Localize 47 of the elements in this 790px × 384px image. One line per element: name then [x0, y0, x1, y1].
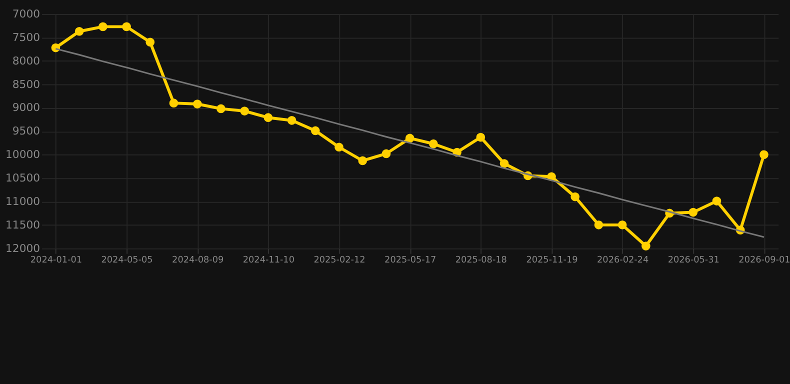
point [429, 139, 438, 148]
y-tick-label: 8500 [12, 78, 40, 91]
point [74, 26, 84, 36]
point [642, 242, 650, 250]
point [688, 208, 698, 217]
x-tick-label: 2026-09-01 [738, 256, 790, 266]
point [500, 159, 509, 168]
point [192, 100, 202, 108]
point [264, 113, 273, 122]
x-tick-label: 2025-08-18 [455, 256, 508, 266]
y-tick-label: 11500 [5, 218, 40, 232]
point [405, 134, 414, 143]
point [618, 220, 627, 230]
y-tick-label: 8000 [12, 54, 40, 68]
point [334, 142, 344, 152]
x-tick-label: 2026-05-31 [668, 256, 720, 266]
point [240, 106, 249, 116]
point [216, 104, 226, 114]
point [570, 192, 580, 202]
y-tick-label: 10500 [5, 172, 40, 185]
point [760, 150, 768, 160]
y-tick-label: 10000 [5, 148, 40, 162]
y-tick-label: 9500 [12, 124, 40, 138]
x-tick-label: 2024-01-01 [30, 256, 82, 266]
x-tick-label: 2025-05-17 [384, 256, 436, 266]
y-tick-label: 11000 [5, 194, 40, 208]
x-tick-label: 2025-11-19 [526, 256, 578, 266]
point [98, 22, 108, 32]
point [594, 220, 604, 230]
point [712, 196, 722, 206]
point [287, 116, 296, 125]
y-tick-label: 7500 [12, 30, 40, 44]
x-tick-label: 2024-08-09 [172, 256, 224, 266]
y-tick-label: 7000 [12, 7, 40, 20]
y-tick-label: 9000 [12, 101, 40, 114]
x-tick-label: 2026-02-24 [597, 256, 649, 266]
point [146, 38, 155, 47]
point [382, 149, 391, 158]
point [358, 156, 368, 166]
point [169, 98, 178, 108]
point [476, 132, 486, 142]
x-tick-label: 2024-05-05 [101, 256, 153, 266]
y-tick-label: 12000 [5, 242, 40, 255]
point [310, 126, 320, 136]
point [122, 22, 131, 32]
x-tick-label: 2024-11-10 [242, 256, 295, 266]
x-tick-label: 2025-02-12 [314, 256, 366, 266]
